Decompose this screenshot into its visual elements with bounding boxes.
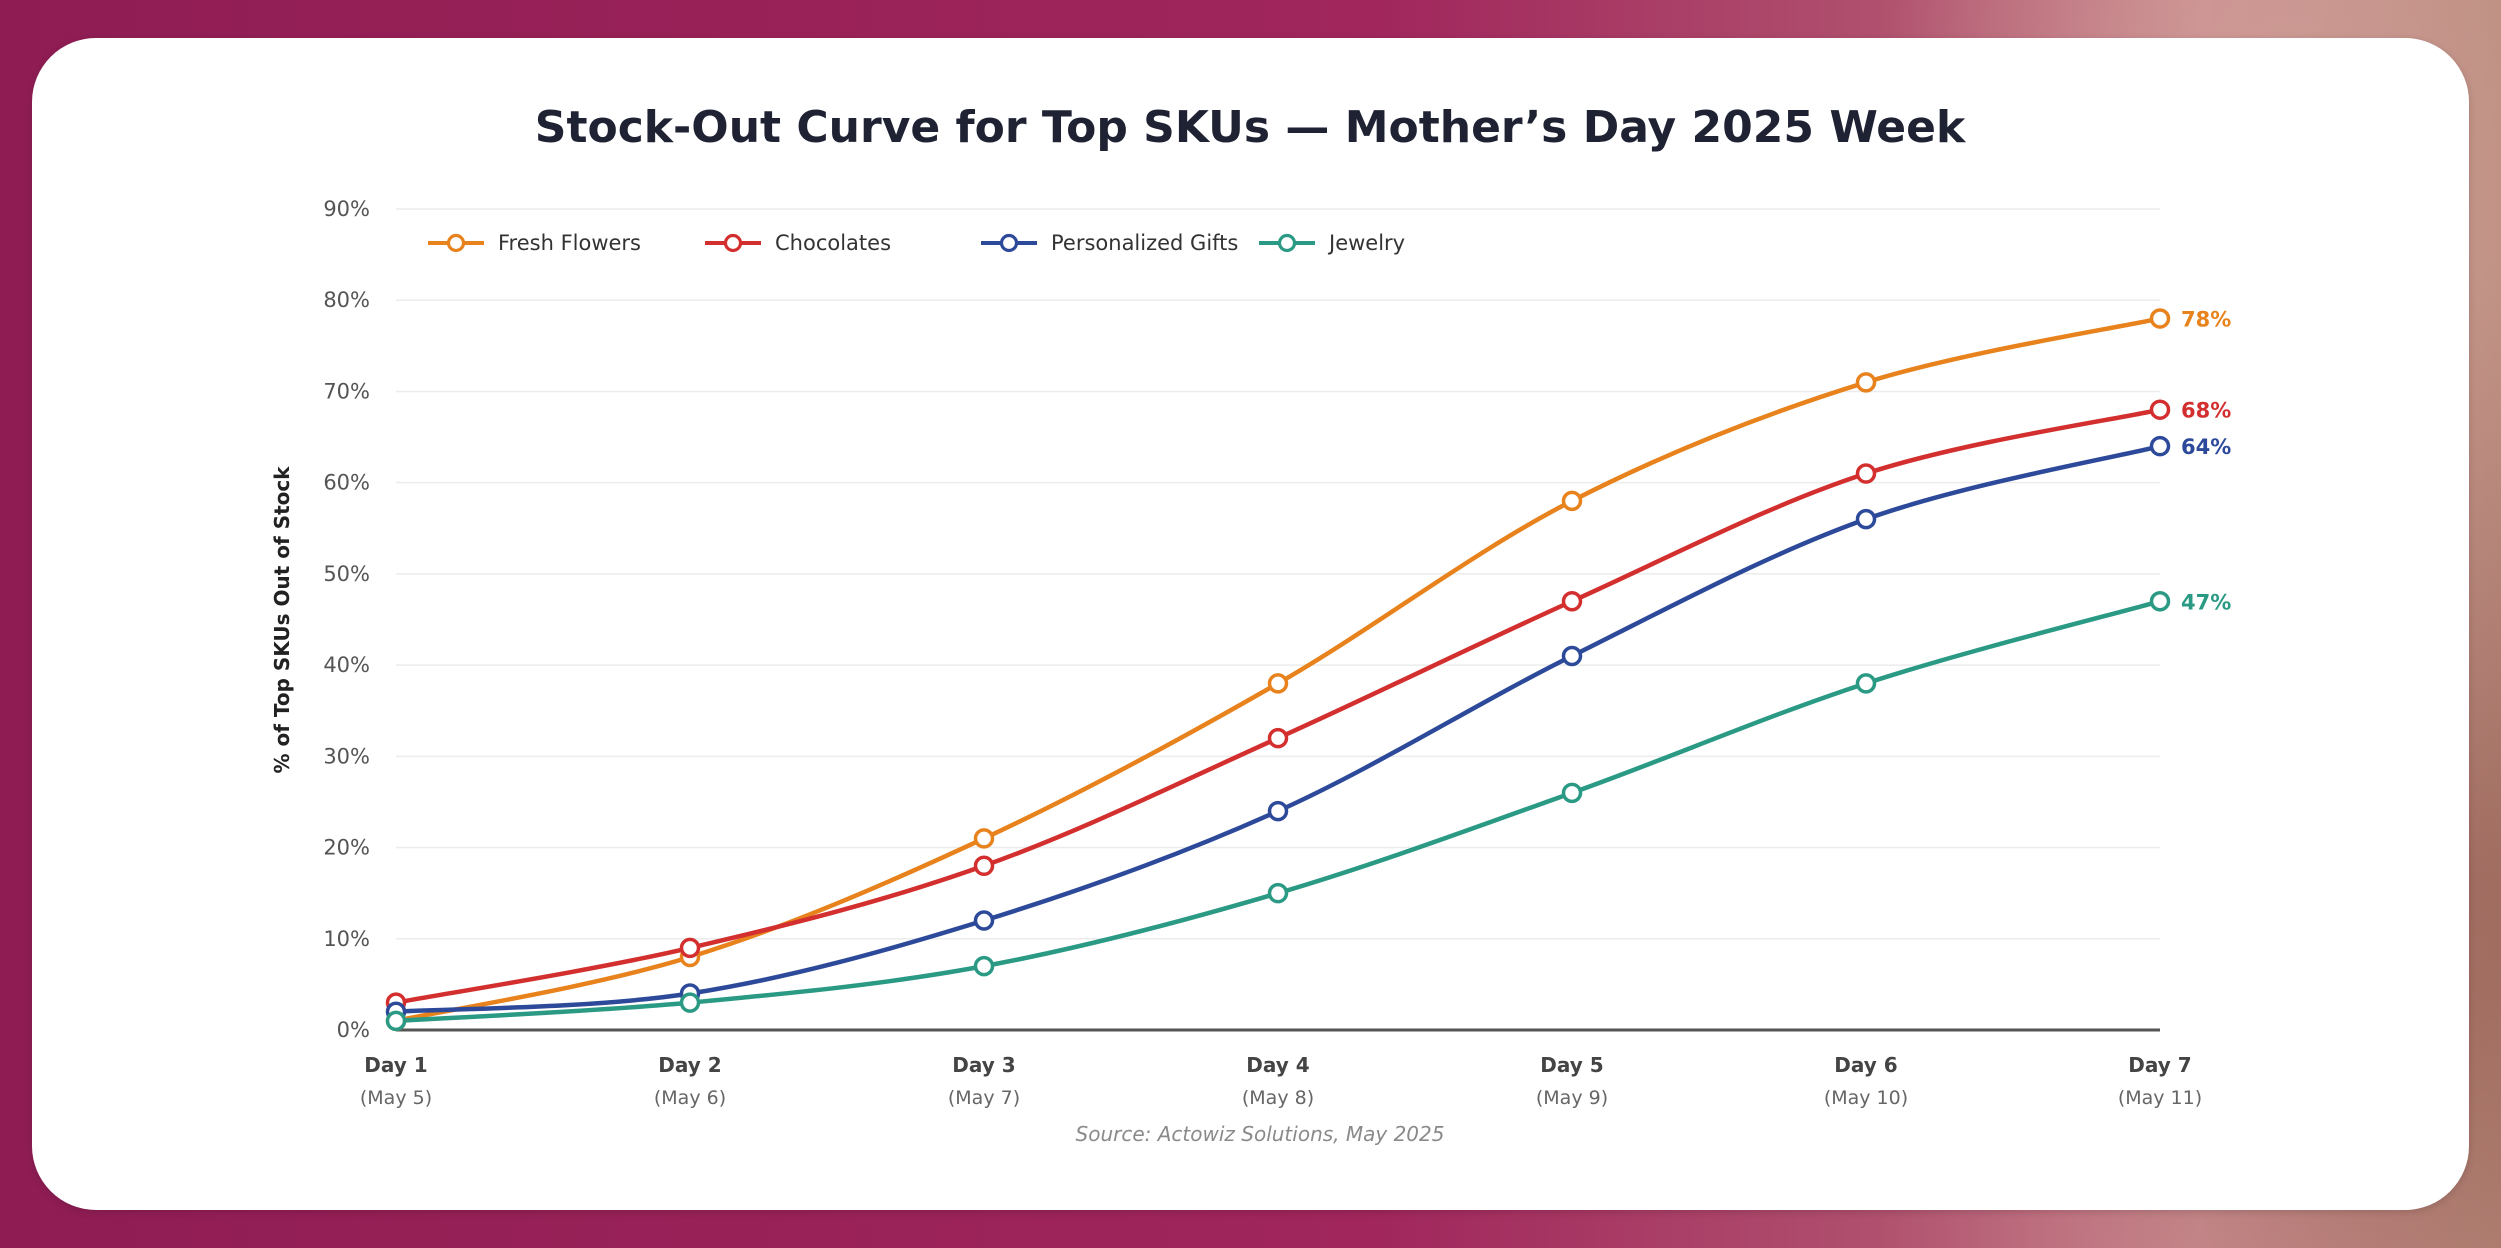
data-point-chocolates bbox=[1267, 727, 1289, 749]
end-label-fresh-flowers: 78% bbox=[2181, 307, 2231, 331]
y-tick-label: 60% bbox=[323, 471, 370, 495]
series-line-fresh-flowers bbox=[393, 316, 2163, 1024]
data-point-chocolates bbox=[2149, 399, 2171, 420]
end-label-personalized-gifts: 64% bbox=[2181, 435, 2231, 459]
data-point-jewelry bbox=[385, 1010, 407, 1032]
legend-item-fresh-flowers: Fresh Flowers bbox=[428, 231, 641, 255]
data-point-fresh-flowers bbox=[973, 828, 995, 849]
data-point-personalized-gifts bbox=[1561, 645, 1583, 667]
y-tick-label: 0% bbox=[337, 1018, 370, 1042]
y-axis-label: % of Top SKUs Out of Stock bbox=[270, 466, 294, 774]
legend-label: Jewelry bbox=[1327, 231, 1405, 255]
x-tick-label: Day 3 bbox=[952, 1053, 1015, 1077]
chart-title: Stock-Out Curve for Top SKUs — Mother’s … bbox=[535, 102, 1967, 153]
y-tick-label: 90% bbox=[323, 197, 370, 221]
x-tick-date: (May 5) bbox=[360, 1087, 432, 1109]
x-axis: Day 1 (May 5) Day 2 (May 6) Day 3 (May 7) Day … bbox=[360, 1053, 2202, 1109]
y-tick-label: 40% bbox=[323, 653, 370, 677]
data-point-personalized-gifts bbox=[2149, 435, 2171, 457]
end-label-jewelry: 47% bbox=[2181, 590, 2231, 614]
series-line-chocolates bbox=[393, 407, 2163, 1005]
data-point-fresh-flowers bbox=[2149, 308, 2171, 329]
end-labels: 78% 68% 64% 47% bbox=[2181, 307, 2231, 614]
x-tick-label: Day 1 bbox=[364, 1053, 427, 1077]
series-lines bbox=[393, 316, 2163, 1024]
x-tick-label: Day 5 bbox=[1540, 1053, 1603, 1077]
x-tick-date: (May 9) bbox=[1536, 1087, 1608, 1109]
x-tick-date: (May 7) bbox=[948, 1087, 1020, 1109]
legend-label: Personalized Gifts bbox=[1051, 231, 1238, 255]
x-tick-label: Day 4 bbox=[1246, 1053, 1309, 1077]
data-point-chocolates bbox=[1855, 463, 1877, 484]
legend-swatch-marker bbox=[723, 233, 743, 253]
x-tick-date: (May 6) bbox=[654, 1087, 726, 1109]
y-tick-label: 50% bbox=[323, 562, 370, 586]
data-point-jewelry bbox=[2149, 591, 2171, 612]
legend-item-jewelry: Jewelry bbox=[1259, 231, 1405, 255]
data-point-chocolates bbox=[973, 855, 995, 877]
data-point-fresh-flowers bbox=[1855, 372, 1877, 393]
data-point-jewelry bbox=[1855, 673, 1877, 694]
x-tick-label: Day 7 bbox=[2128, 1053, 2191, 1077]
grid bbox=[396, 208, 2160, 1032]
y-tick-label: 30% bbox=[323, 744, 370, 768]
y-axis: 0% 10% 20% 30% 40% 50% 60% 70% 80% 90% bbox=[323, 197, 370, 1042]
series-points bbox=[385, 308, 2171, 1032]
x-tick-date: (May 11) bbox=[2118, 1087, 2202, 1109]
data-point-chocolates bbox=[679, 937, 701, 959]
y-tick-label: 70% bbox=[323, 379, 370, 403]
data-point-jewelry bbox=[1561, 782, 1583, 804]
x-tick-date: (May 8) bbox=[1242, 1087, 1314, 1109]
data-point-jewelry bbox=[973, 955, 995, 977]
legend-item-chocolates: Chocolates bbox=[705, 231, 891, 255]
data-point-chocolates bbox=[1561, 591, 1583, 612]
source-note: Source: Actowiz Solutions, May 2025 bbox=[1076, 1122, 1445, 1146]
x-tick-label: Day 2 bbox=[658, 1053, 721, 1077]
legend-label: Chocolates bbox=[775, 231, 891, 255]
legend: Fresh Flowers Chocolates Personalized Gift… bbox=[428, 231, 1405, 255]
data-point-jewelry bbox=[1267, 882, 1289, 904]
y-tick-label: 20% bbox=[323, 836, 370, 860]
legend-swatch-marker bbox=[999, 233, 1019, 253]
x-tick-label: Day 6 bbox=[1834, 1053, 1897, 1077]
data-point-jewelry bbox=[679, 992, 701, 1013]
legend-item-personalized-gifts: Personalized Gifts bbox=[981, 231, 1238, 255]
legend-label: Fresh Flowers bbox=[498, 231, 641, 255]
y-tick-label: 10% bbox=[323, 927, 370, 951]
data-point-personalized-gifts bbox=[1267, 800, 1289, 822]
legend-swatch-marker bbox=[1277, 233, 1297, 253]
data-point-personalized-gifts bbox=[1855, 508, 1877, 530]
legend-swatch-marker bbox=[446, 233, 466, 253]
y-tick-label: 80% bbox=[323, 288, 370, 312]
data-point-fresh-flowers bbox=[1267, 673, 1289, 694]
end-label-chocolates: 68% bbox=[2181, 399, 2231, 423]
data-point-personalized-gifts bbox=[973, 910, 995, 931]
x-tick-date: (May 10) bbox=[1824, 1087, 1908, 1109]
data-point-fresh-flowers bbox=[1561, 490, 1583, 512]
